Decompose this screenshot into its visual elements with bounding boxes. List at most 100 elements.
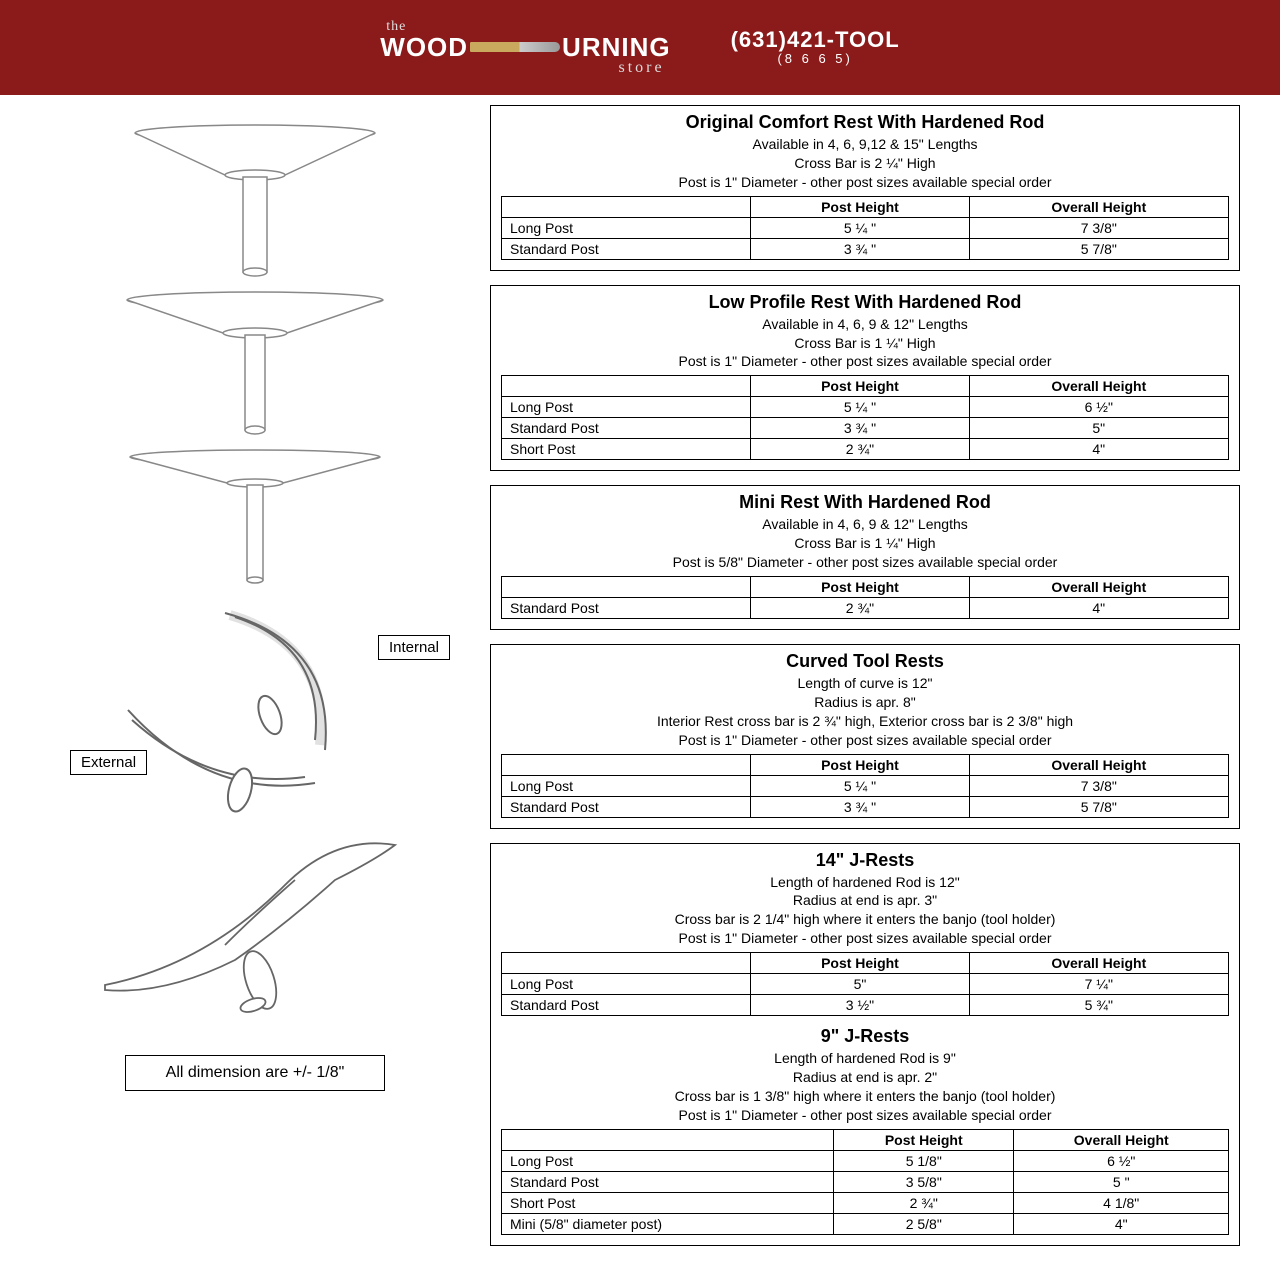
spec-subtitle: Cross Bar is 1 ¼" High [501,334,1229,353]
spec-table: Post HeightOverall HeightLong Post5 ¼ "6… [501,375,1229,460]
table-cell: 5 ¼ " [751,397,969,418]
curved-rest-illustration [90,595,410,825]
spec-title: Original Comfort Rest With Hardened Rod [501,112,1229,133]
spec-table: Post HeightOverall HeightLong Post5"7 ¼"… [501,952,1229,1016]
table-cell: 7 3/8" [969,775,1228,796]
table-cell: 5 " [1014,1171,1229,1192]
spec-table: Post HeightOverall Height Long Post5 1/8"… [501,1129,1229,1235]
table-cell: 5" [969,418,1228,439]
table-header: Overall Height [969,754,1228,775]
table-row: Long Post5 ¼ "6 ½" [502,397,1229,418]
spec-title: 14" J-Rests [501,850,1229,871]
table-cell: 4" [1014,1213,1229,1234]
table-cell: 5 7/8" [969,796,1228,817]
table-row: Standard Post3 ¾ "5 7/8" [502,238,1229,259]
spec-subtitle: Cross bar is 2 1/4" high where it enters… [501,910,1229,929]
table-cell: 4" [969,598,1228,619]
table-header: Post Height [751,577,969,598]
table-cell: 6 ½" [969,397,1228,418]
table-header: Overall Height [1014,1129,1229,1150]
table-cell: 7 3/8" [969,217,1228,238]
logo-store: store [619,60,665,76]
spec-subtitle: Post is 1" Diameter - other post sizes a… [501,173,1229,192]
table-cell: 5 ¼ " [751,775,969,796]
j-rest-illustration [85,825,425,1025]
spec-subtitle: Post is 1" Diameter - other post sizes a… [501,929,1229,948]
phone-sub: (8 6 6 5) [731,52,900,66]
external-label: External [70,750,147,775]
table-header: Overall Height [969,953,1228,974]
spec-subtitle: Length of hardened Rod is 12" [501,873,1229,892]
table-header [502,953,751,974]
table-cell: 5 ¼ " [751,217,969,238]
spec-table: Post HeightOverall HeightLong Post5 ¼ "7… [501,196,1229,260]
table-cell: 5 ¾" [969,995,1228,1016]
table-row: Standard Post3 ¾ "5" [502,418,1229,439]
table-cell: 2 ¾" [834,1192,1014,1213]
table-header: Post Height [834,1129,1014,1150]
table-cell: Long Post [502,775,751,796]
spec-box: Curved Tool Rests Length of curve is 12"R… [490,644,1240,829]
table-header: Post Height [751,376,969,397]
logo: the WOODURNING store [380,20,670,76]
spec-table: Post HeightOverall HeightStandard Post2 … [501,576,1229,619]
table-cell: 2 ¾" [751,439,969,460]
spec-box: Original Comfort Rest With Hardened Rod A… [490,105,1240,271]
table-header: Post Height [751,754,969,775]
table-cell: Short Post [502,439,751,460]
table-row: Long Post5 ¼ "7 3/8" [502,217,1229,238]
table-cell: 3 ¾ " [751,796,969,817]
phone-block: (631)421-TOOL (8 6 6 5) [731,28,900,66]
spec-table: Post HeightOverall HeightLong Post5 ¼ "7… [501,754,1229,818]
content: Internal External All dimension are +/- … [0,95,1280,1260]
spec-subtitle: Radius at end is apr. 3" [501,891,1229,910]
table-cell: 5 1/8" [834,1150,1014,1171]
phone-number: (631)421-TOOL [731,28,900,52]
spec-subblock: 9" J-RestsLength of hardened Rod is 9"Ra… [501,1026,1229,1235]
spec-title: Low Profile Rest With Hardened Rod [501,292,1229,313]
spec-title: 9" J-Rests [501,1026,1229,1047]
spec-subtitle: Length of curve is 12" [501,674,1229,693]
spec-subtitle: Cross bar is 1 3/8" high where it enters… [501,1087,1229,1106]
spec-subtitle: Available in 4, 6, 9 & 12" Lengths [501,315,1229,334]
table-cell: 6 ½" [1014,1150,1229,1171]
table-header [502,1129,834,1150]
table-cell: Standard Post [502,796,751,817]
table-cell: 5 7/8" [969,238,1228,259]
rest-illustration-2 [115,285,395,445]
spec-subtitle: Cross Bar is 1 ¼" High [501,534,1229,553]
spec-subtitle: Radius at end is apr. 2" [501,1068,1229,1087]
table-row: Standard Post2 ¾"4" [502,598,1229,619]
table-cell: 2 5/8" [834,1213,1014,1234]
table-row: Long Post5 ¼ "7 3/8" [502,775,1229,796]
spec-subtitle: Interior Rest cross bar is 2 ¾" high, Ex… [501,712,1229,731]
table-header: Overall Height [969,577,1228,598]
table-cell: 3 ¾ " [751,238,969,259]
table-row: Standard Post3 5/8"5 " [502,1171,1229,1192]
table-cell: Standard Post [502,995,751,1016]
left-illustrations: Internal External All dimension are +/- … [40,105,470,1260]
table-header: Post Height [751,953,969,974]
table-header: Overall Height [969,376,1228,397]
table-row: Long Post5"7 ¼" [502,974,1229,995]
rest-illustration-1 [115,115,395,285]
spec-title: Curved Tool Rests [501,651,1229,672]
table-header [502,577,751,598]
table-row: Short Post2 ¾"4" [502,439,1229,460]
table-row: Short Post2 ¾"4 1/8" [502,1192,1229,1213]
table-row: Standard Post3 ½"5 ¾" [502,995,1229,1016]
table-cell: Mini (5/8" diameter post) [502,1213,834,1234]
spec-subtitle: Available in 4, 6, 9 & 12" Lengths [501,515,1229,534]
spec-box: Mini Rest With Hardened RodAvailable in … [490,485,1240,630]
spec-subtitle: Available in 4, 6, 9,12 & 15" Lengths [501,135,1229,154]
table-cell: Long Post [502,217,751,238]
logo-word2: URNING [562,34,671,60]
table-header [502,376,751,397]
table-cell: 5" [751,974,969,995]
table-header [502,196,751,217]
table-cell: Long Post [502,1150,834,1171]
table-cell: 4 1/8" [1014,1192,1229,1213]
table-cell: 3 ½" [751,995,969,1016]
table-cell: 3 ¾ " [751,418,969,439]
spec-subtitle: Radius is apr. 8" [501,693,1229,712]
